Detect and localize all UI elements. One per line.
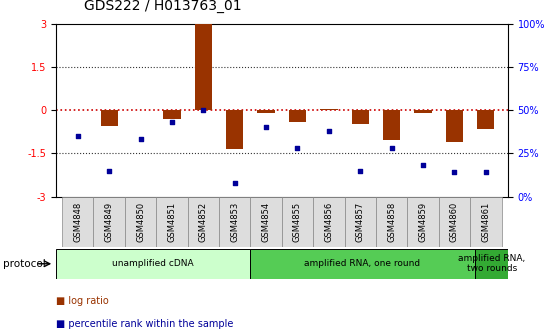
Bar <box>257 110 275 113</box>
Point <box>387 145 396 151</box>
Bar <box>219 197 251 247</box>
Text: GSM4852: GSM4852 <box>199 202 208 242</box>
Bar <box>56 249 249 279</box>
Bar <box>195 20 212 110</box>
Point <box>356 168 365 173</box>
Bar <box>62 197 94 247</box>
Point <box>73 133 82 139</box>
Bar <box>100 110 118 126</box>
Bar <box>282 197 313 247</box>
Bar <box>320 109 338 110</box>
Bar <box>187 197 219 247</box>
Text: GSM4850: GSM4850 <box>136 202 145 242</box>
Text: GSM4861: GSM4861 <box>482 202 490 242</box>
Bar <box>352 110 369 124</box>
Bar <box>407 197 439 247</box>
Point <box>230 180 239 185</box>
Bar <box>125 197 156 247</box>
Point <box>199 107 208 113</box>
Bar <box>156 197 187 247</box>
Text: GSM4848: GSM4848 <box>73 202 82 242</box>
Bar <box>470 197 502 247</box>
Text: GSM4853: GSM4853 <box>230 202 239 242</box>
Point <box>105 168 114 173</box>
Text: ■ percentile rank within the sample: ■ percentile rank within the sample <box>56 319 233 329</box>
Bar <box>345 197 376 247</box>
Bar <box>475 249 508 279</box>
Bar <box>477 110 494 129</box>
Point <box>418 163 427 168</box>
Bar <box>383 110 400 140</box>
Text: GSM4860: GSM4860 <box>450 202 459 242</box>
Text: GSM4856: GSM4856 <box>324 202 333 242</box>
Point <box>262 125 271 130</box>
Text: GSM4858: GSM4858 <box>387 202 396 242</box>
Bar <box>251 197 282 247</box>
Text: GSM4857: GSM4857 <box>356 202 365 242</box>
Text: GSM4855: GSM4855 <box>293 202 302 242</box>
Point <box>167 120 176 125</box>
Point <box>324 128 333 133</box>
Point <box>482 170 490 175</box>
Text: GSM4851: GSM4851 <box>167 202 176 242</box>
Text: GSM4849: GSM4849 <box>105 202 114 242</box>
Bar <box>376 197 407 247</box>
Point <box>293 145 302 151</box>
Bar <box>439 197 470 247</box>
Bar <box>313 197 345 247</box>
Bar <box>226 110 243 149</box>
Bar <box>249 249 475 279</box>
Text: amplified RNA, one round: amplified RNA, one round <box>305 259 421 268</box>
Bar <box>415 110 432 113</box>
Text: GDS222 / H013763_01: GDS222 / H013763_01 <box>84 0 241 13</box>
Text: amplified RNA,
two rounds: amplified RNA, two rounds <box>458 254 525 274</box>
Bar <box>94 197 125 247</box>
Text: protocol: protocol <box>3 259 46 269</box>
Point <box>450 170 459 175</box>
Text: ■ log ratio: ■ log ratio <box>56 296 109 306</box>
Point <box>136 137 145 142</box>
Bar <box>163 110 181 119</box>
Bar <box>289 110 306 122</box>
Bar <box>446 110 463 142</box>
Text: GSM4854: GSM4854 <box>262 202 271 242</box>
Text: GSM4859: GSM4859 <box>418 202 427 242</box>
Text: unamplified cDNA: unamplified cDNA <box>112 259 194 268</box>
